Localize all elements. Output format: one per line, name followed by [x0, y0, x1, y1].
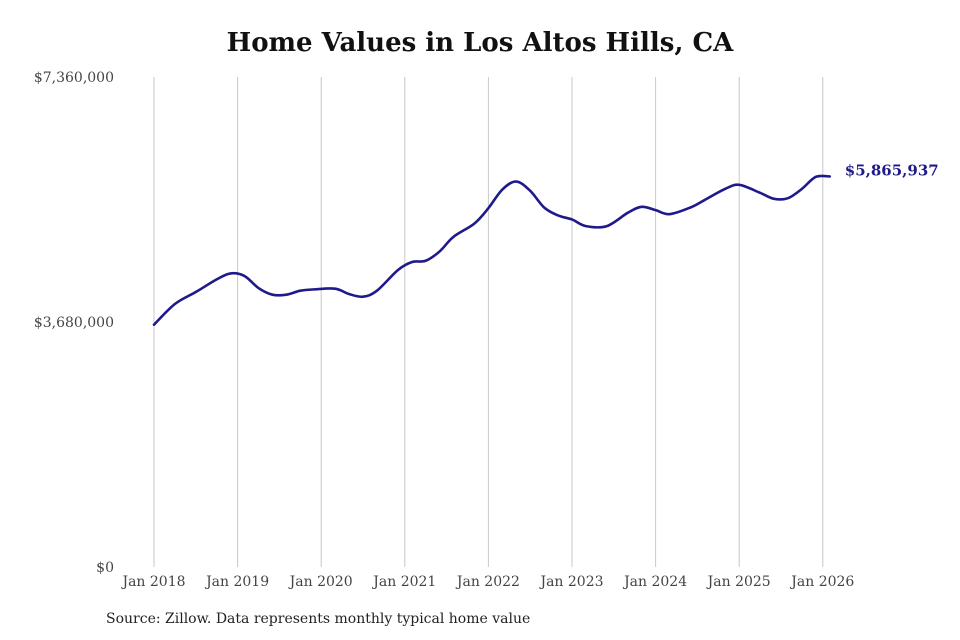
y-tick-label: $3,680,000: [34, 315, 114, 331]
y-tick-label: $7,360,000: [34, 70, 114, 86]
x-axis-tick-labels: Jan 2018 Jan 2019 Jan 2020 Jan 2021 Jan 2022…: [120, 574, 854, 590]
x-tick-label: Jan 2025: [706, 574, 771, 590]
annotation-layer: $5,865,937: [845, 161, 939, 179]
x-tick-label: Jan 2020: [288, 574, 353, 590]
source-note: Source: Zillow. Data represents monthly …: [106, 611, 531, 627]
gridlines: [153, 77, 824, 567]
x-tick-label: Jan 2018: [120, 574, 185, 590]
end-value-label: $5,865,937: [845, 161, 939, 179]
x-tick-label: Jan 2024: [622, 574, 687, 590]
y-tick-label: $0: [96, 560, 114, 576]
x-tick-label: Jan 2019: [204, 574, 269, 590]
chart-title: Home Values in Los Altos Hills, CA: [226, 28, 734, 58]
series-layer: [152, 174, 832, 326]
x-tick-label: Jan 2026: [789, 574, 854, 590]
x-tick-label: Jan 2022: [455, 574, 520, 590]
y-axis-tick-labels: $0 $3,680,000 $7,360,000: [34, 70, 114, 576]
series-line: [152, 174, 832, 326]
x-tick-label: Jan 2021: [371, 574, 436, 590]
x-tick-label: Jan 2023: [538, 574, 603, 590]
